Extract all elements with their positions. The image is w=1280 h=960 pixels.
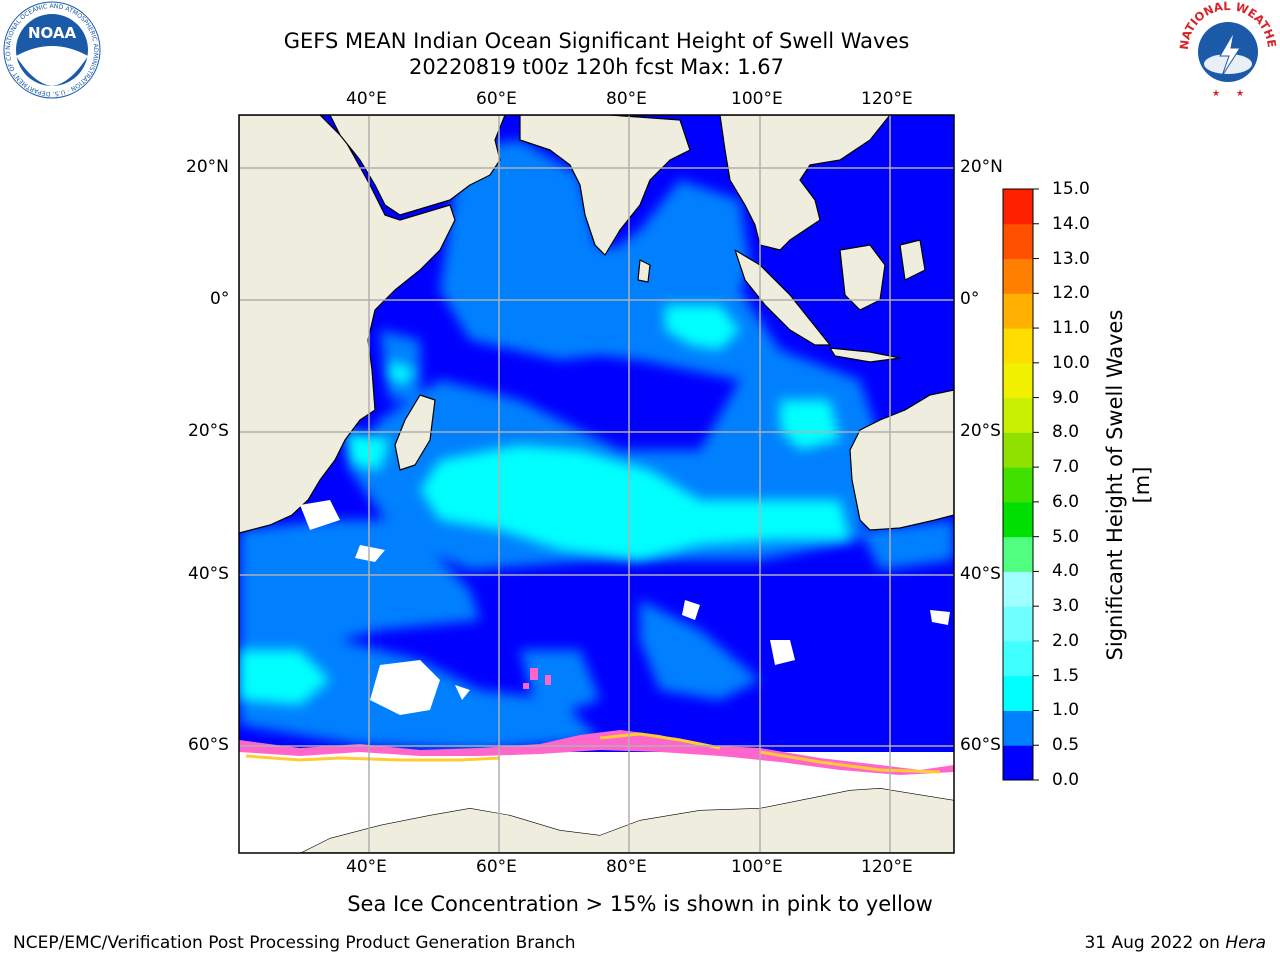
chart-title: GEFS MEAN Indian Ocean Significant Heigh… (283, 29, 910, 53)
sea-ice-spots (523, 668, 551, 689)
lat-tick-right-20n: 20°N (960, 157, 1003, 177)
lat-tick-right-40s: 40°S (960, 564, 1001, 584)
noaa-logo-text: NOAA (28, 24, 77, 42)
noaa-logo: NOAA NATIONAL OCEANIC AND ATMOSPHERIC AD… (0, 0, 101, 99)
colorbar-swatch (1003, 745, 1033, 781)
colorbar-tick-label: 15.0 (1052, 179, 1090, 199)
svg-text:★: ★ (1212, 89, 1220, 99)
colorbar (1003, 189, 1033, 781)
colorbar-swatch (1003, 397, 1033, 433)
lon-tick-top-60: 60°E (476, 89, 517, 109)
svg-text:★: ★ (1236, 89, 1244, 99)
australia-landmass (849, 389, 954, 531)
lon-tick-top-40: 40°E (346, 89, 387, 109)
colorbar-tick-label: 11.0 (1052, 318, 1090, 339)
southeast-asia-landmass (719, 115, 891, 251)
lon-tick-bottom-100: 100°E (731, 857, 783, 877)
lon-tick-top-120: 120°E (861, 89, 913, 109)
lon-tick-bottom-60: 60°E (476, 857, 517, 877)
colorbar-swatch (1003, 293, 1033, 329)
colorbar-swatch (1003, 536, 1033, 572)
colorbar-tick-label: 8.0 (1052, 422, 1080, 443)
sumatra-landmass (734, 249, 831, 346)
colorbar-swatch (1003, 223, 1033, 260)
arabia-landmass (329, 115, 506, 216)
footer-date: 31 Aug 2022 on Hera (1084, 932, 1266, 954)
lon-tick-top-80: 80°E (606, 89, 647, 109)
colorbar-swatch (1003, 189, 1033, 225)
india-landmass (519, 115, 691, 256)
colorbar-tick-label: 1.5 (1052, 665, 1080, 686)
colorbar-tick-label: 14.0 (1052, 213, 1090, 234)
colorbar-tick-label: 6.0 (1052, 491, 1080, 512)
lat-tick-right-0: 0° (960, 289, 980, 309)
lat-tick-right-60s: 60°S (960, 735, 1001, 755)
colorbar-swatch (1003, 258, 1033, 294)
colorbar-tick-label: 10.0 (1052, 352, 1090, 373)
colorbar-swatch (1003, 710, 1033, 746)
lon-tick-bottom-80: 80°E (606, 857, 647, 877)
colorbar-title: Significant Height of Swell Waves [m] (1103, 309, 1154, 661)
colorbar-tick-label: 0.5 (1052, 735, 1080, 756)
colorbar-frame (1002, 188, 1034, 781)
lat-tick-left-40s: 40°S (188, 564, 229, 584)
colorbar-tick-label: 4.0 (1052, 561, 1080, 582)
colorbar-tick-label: 0.0 (1052, 770, 1080, 790)
colorbar-swatch (1003, 606, 1033, 642)
lat-tick-left-20n: 20°N (186, 157, 229, 177)
lat-tick-right-20s: 20°S (960, 421, 1001, 441)
colorbar-tick-label: 5.0 (1052, 526, 1080, 547)
colorbar-swatch (1003, 362, 1033, 399)
sea-ice-zone (239, 730, 954, 853)
nws-logo: NATIONAL WEATHER SERVICE ★ ★ (1176, 0, 1279, 99)
lat-tick-left-60s: 60°S (188, 735, 229, 755)
map-grid (239, 115, 954, 853)
sri-lanka-landmass (637, 259, 651, 283)
map-frame (238, 114, 955, 854)
colorbar-swatch (1003, 328, 1033, 364)
lon-tick-bottom-120: 120°E (861, 857, 913, 877)
footer-date-text: 31 Aug 2022 on (1084, 933, 1220, 953)
swell-1.0-1.5-region (240, 305, 850, 705)
footer-host: Hera (1225, 933, 1266, 953)
colorbar-swatch (1003, 640, 1033, 677)
sulawesi-landmass (899, 239, 926, 281)
colorbar-tick-label: 13.0 (1052, 248, 1090, 269)
colorbar-swatch (1003, 501, 1033, 538)
colorbar-swatch (1003, 675, 1033, 711)
sea-ice-patches (300, 500, 950, 715)
colorbar-swatch (1003, 571, 1033, 607)
colorbar-swatch (1003, 467, 1033, 503)
chart-subtitle: 20220819 t00z 120h fcst Max: 1.67 (409, 55, 784, 79)
colorbar-tick-label: 9.0 (1052, 387, 1080, 408)
lon-tick-top-100: 100°E (731, 89, 783, 109)
colorbar-swatch (1003, 432, 1033, 468)
java-landmass (829, 347, 901, 363)
colorbar-tick-label: 3.0 (1052, 596, 1080, 617)
colorbar-tick-label: 1.0 (1052, 700, 1080, 721)
footer-credit: NCEP/EMC/Verification Post Processing Pr… (13, 933, 576, 953)
colorbar-tick-label: 7.0 (1052, 457, 1080, 478)
lat-tick-left-0: 0° (210, 289, 230, 309)
colorbar-tick-label: 12.0 (1052, 283, 1090, 304)
lat-tick-left-20s: 20°S (188, 421, 229, 441)
colorbar-tick-label: 2.0 (1052, 630, 1080, 651)
land-masses (239, 115, 954, 853)
africa-landmass (239, 115, 456, 534)
lon-tick-bottom-40: 40°E (346, 857, 387, 877)
sea-ice-caption: Sea Ice Concentration > 15% is shown in … (347, 892, 933, 916)
